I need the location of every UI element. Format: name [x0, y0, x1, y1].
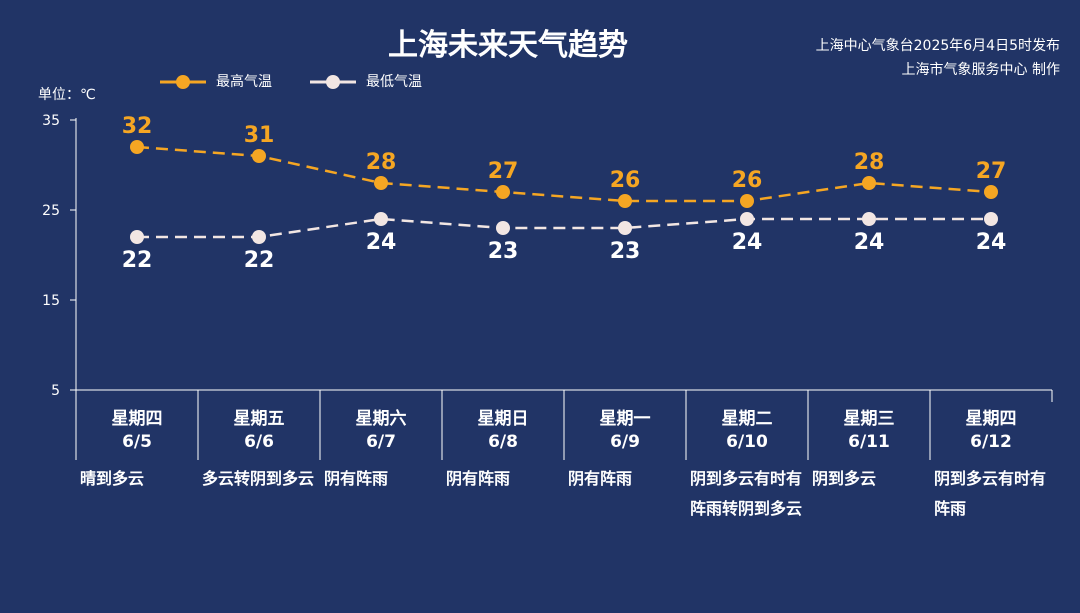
legend-low-label: 最低气温 [366, 74, 422, 90]
issuer-info: 上海中心气象台2025年6月4日5时发布 上海市气象服务中心 制作 [816, 34, 1060, 82]
data-point-low [862, 212, 876, 226]
day-of-week-label: 星期三 [843, 409, 895, 429]
data-label-high: 31 [244, 123, 275, 148]
weather-description: 阴到多云 [812, 469, 877, 488]
day-columns: 星期四 6/5 星期五 6/6 星期六 6/7 星期日 6/8 星期一 6/9 星期二 6/10 星期三… [76, 390, 1052, 460]
data-label-high: 32 [122, 114, 153, 139]
data-label-high: 26 [732, 168, 763, 193]
day-of-week-label: 星期日 [477, 409, 529, 429]
weather-description: 阴有阵雨 [568, 469, 633, 488]
y-tick-label: 35 [42, 113, 60, 129]
day-of-week-label: 星期四 [111, 409, 163, 429]
series-line-low [137, 217, 991, 239]
data-label-high: 28 [854, 150, 885, 175]
date-label: 6/6 [244, 432, 274, 452]
data-label-low: 24 [854, 230, 885, 255]
data-point-high [130, 140, 144, 154]
data-label-low: 24 [732, 230, 763, 255]
data-label-low: 24 [976, 230, 1007, 255]
day-of-week-label: 星期六 [355, 409, 407, 429]
issuer-line-2: 上海市气象服务中心 制作 [901, 62, 1060, 78]
weather-description: 多云转阴到多云 [202, 469, 315, 488]
data-label-high: 28 [366, 150, 397, 175]
date-label: 6/5 [122, 432, 152, 452]
page-title: 上海未来天气趋势 [388, 28, 628, 63]
weather-description: 阴到多云有时有阵雨 [934, 469, 1047, 518]
y-tick-label: 15 [42, 293, 60, 309]
weather-description: 晴到多云 [80, 469, 145, 488]
y-axis-unit-label: 单位：℃ [38, 87, 96, 103]
legend-low-marker-icon [310, 75, 356, 89]
data-label-low: 22 [122, 248, 153, 273]
weather-description: 阴到多云有时有阵雨转阴到多云 [690, 469, 803, 518]
y-tick-label: 5 [51, 383, 60, 399]
day-of-week-label: 星期四 [965, 409, 1017, 429]
data-point-high [496, 185, 510, 199]
data-point-high [862, 176, 876, 190]
date-label: 6/11 [848, 432, 890, 452]
data-point-low [618, 221, 632, 235]
data-point-high [618, 194, 632, 208]
date-label: 6/10 [726, 432, 768, 452]
date-label: 6/7 [366, 432, 396, 452]
data-point-high [984, 185, 998, 199]
issuer-line-1: 上海中心气象台2025年6月4日5时发布 [815, 38, 1060, 54]
weather-description: 阴有阵雨 [446, 469, 511, 488]
data-label-low: 24 [366, 230, 397, 255]
data-point-low [984, 212, 998, 226]
legend-high-label: 最高气温 [216, 74, 272, 90]
series-line-high [136, 145, 992, 203]
day-of-week-label: 星期二 [721, 409, 773, 429]
data-point-low [374, 212, 388, 226]
data-point-low [130, 230, 144, 244]
data-point-low [496, 221, 510, 235]
data-label-high: 26 [610, 168, 641, 193]
date-label: 6/9 [610, 432, 640, 452]
legend-high-marker-icon [160, 75, 206, 89]
data-point-high [740, 194, 754, 208]
y-tick-label: 25 [42, 203, 60, 219]
data-label-low: 23 [488, 239, 519, 264]
data-point-high [252, 149, 266, 163]
data-label-high: 27 [488, 159, 519, 184]
day-of-week-label: 星期五 [233, 409, 285, 429]
data-label-high: 27 [976, 159, 1007, 184]
date-label: 6/12 [970, 432, 1012, 452]
data-point-low [740, 212, 754, 226]
day-of-week-label: 星期一 [599, 409, 651, 429]
weather-description: 阴有阵雨 [324, 469, 389, 488]
data-label-low: 22 [244, 248, 275, 273]
data-label-low: 23 [610, 239, 641, 264]
data-point-high [374, 176, 388, 190]
date-label: 6/8 [488, 432, 518, 452]
data-point-low [252, 230, 266, 244]
